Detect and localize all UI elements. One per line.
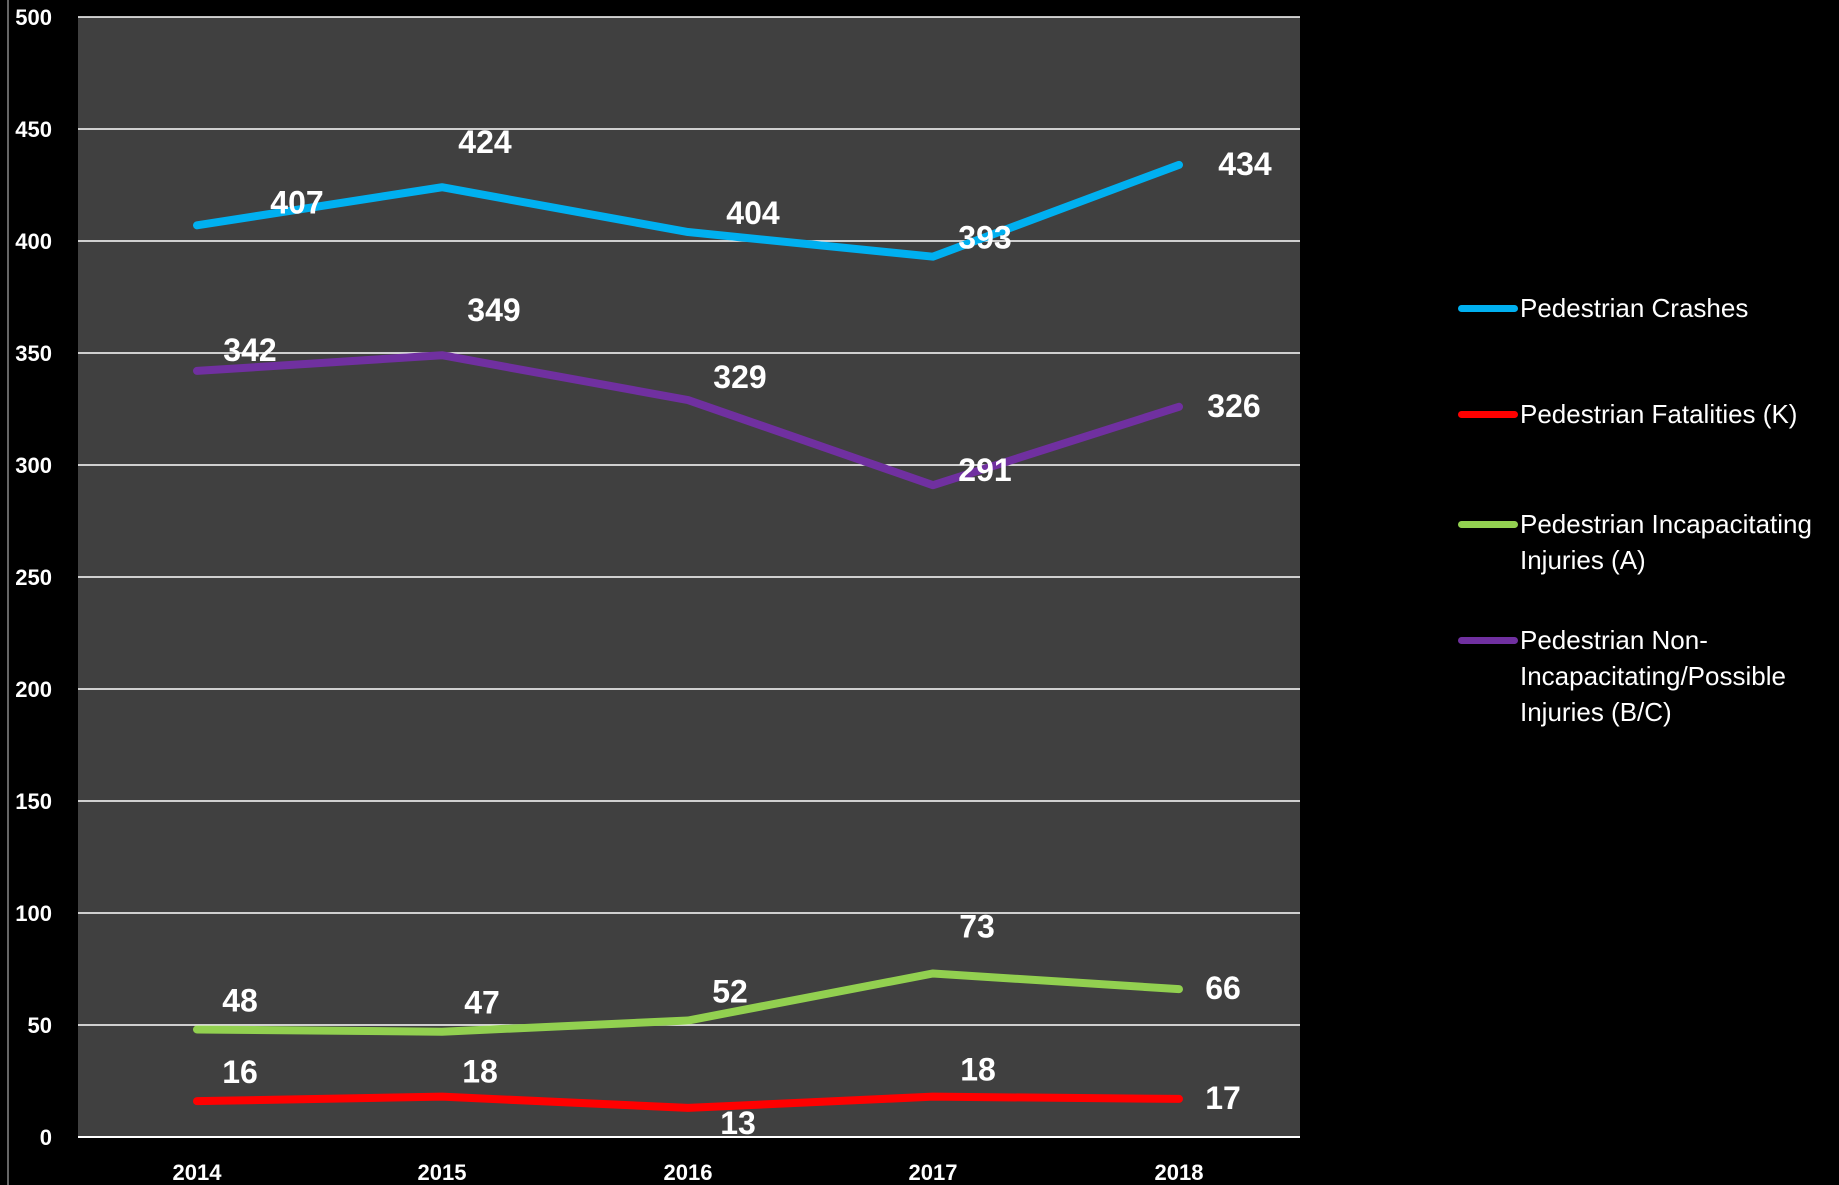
data-point xyxy=(441,1096,443,1098)
data-label: 393 xyxy=(958,220,1011,256)
y-tick-label: 400 xyxy=(15,229,52,254)
data-point xyxy=(441,354,443,356)
axis-ticks: 0 50 100 150 200 250 300 350 400 450 500 2014 2015 20… xyxy=(15,5,1203,1185)
x-tick-label: 2018 xyxy=(1155,1160,1204,1185)
data-point xyxy=(687,231,689,233)
data-label: 329 xyxy=(713,359,766,395)
y-tick-label: 500 xyxy=(15,5,52,30)
legend-item: Pedestrian Non- Incapacitating/Possible In… xyxy=(1458,622,1786,730)
series-lines xyxy=(193,160,1183,1112)
y-tick-label: 450 xyxy=(15,117,52,142)
legend-item: Pedestrian Incapacitating Injuries (A) xyxy=(1458,506,1812,578)
legend-swatch xyxy=(1458,411,1518,418)
data-label: 342 xyxy=(223,332,276,368)
legend-label: Injuries (B/C) xyxy=(1520,697,1672,727)
x-tick-label: 2015 xyxy=(418,1160,467,1185)
y-tick-label: 250 xyxy=(15,565,52,590)
data-point xyxy=(196,1028,198,1030)
data-label: 291 xyxy=(958,452,1011,488)
legend-swatch xyxy=(1458,305,1518,312)
data-point xyxy=(441,1031,443,1033)
x-tick-label: 2017 xyxy=(909,1160,958,1185)
data-label: 17 xyxy=(1205,1080,1241,1116)
data-label: 73 xyxy=(959,908,995,944)
data-point xyxy=(687,1020,689,1022)
data-point xyxy=(1178,1098,1180,1100)
data-point xyxy=(1178,406,1180,408)
data-label: 18 xyxy=(960,1052,996,1088)
x-tick-label: 2016 xyxy=(664,1160,713,1185)
data-label: 13 xyxy=(720,1105,756,1141)
data-point xyxy=(196,1100,198,1102)
data-label: 47 xyxy=(464,985,500,1021)
legend-label: Pedestrian Non- xyxy=(1520,625,1708,655)
data-point xyxy=(1178,988,1180,990)
data-point xyxy=(687,1107,689,1109)
data-point xyxy=(687,399,689,401)
legend-label: Pedestrian Fatalities (K) xyxy=(1520,399,1798,429)
data-label: 349 xyxy=(467,292,520,328)
data-point xyxy=(196,224,198,226)
y-tick-label: 50 xyxy=(28,1013,52,1038)
y-tick-label: 0 xyxy=(40,1125,52,1150)
data-point xyxy=(932,1096,934,1098)
data-label: 48 xyxy=(222,982,258,1018)
gridlines xyxy=(7,0,1300,1185)
data-label: 18 xyxy=(462,1054,498,1090)
data-label: 16 xyxy=(222,1054,258,1090)
legend-item: Pedestrian Fatalities (K) xyxy=(1458,396,1797,432)
data-point xyxy=(1178,164,1180,166)
y-tick-label: 150 xyxy=(15,789,52,814)
legend-swatch xyxy=(1458,521,1518,528)
data-point xyxy=(932,256,934,258)
legend-label: Pedestrian Incapacitating xyxy=(1520,509,1812,539)
legend-swatch xyxy=(1458,637,1518,644)
legend-label: Pedestrian Crashes xyxy=(1520,293,1749,323)
x-tick-label: 2014 xyxy=(173,1160,223,1185)
data-label: 407 xyxy=(270,184,323,220)
data-label: 434 xyxy=(1218,146,1272,182)
y-tick-label: 200 xyxy=(15,677,52,702)
data-label: 424 xyxy=(458,124,512,160)
data-label: 404 xyxy=(726,195,780,231)
data-point xyxy=(441,186,443,188)
data-label: 66 xyxy=(1205,970,1241,1006)
data-point xyxy=(932,972,934,974)
legend-item: Pedestrian Crashes xyxy=(1458,290,1748,326)
data-label: 326 xyxy=(1207,388,1260,424)
y-tick-label: 350 xyxy=(15,341,52,366)
data-point xyxy=(196,370,198,372)
legend-label: Injuries (A) xyxy=(1520,545,1646,575)
legend-label: Incapacitating/Possible xyxy=(1520,661,1786,691)
y-tick-label: 300 xyxy=(15,453,52,478)
data-label: 52 xyxy=(712,974,748,1010)
data-point xyxy=(932,484,934,486)
y-tick-label: 100 xyxy=(15,901,52,926)
data-labels: 407 424 404 393 434 16 18 13 18 17 48 47 52 73 66 342 34… xyxy=(222,124,1272,1141)
